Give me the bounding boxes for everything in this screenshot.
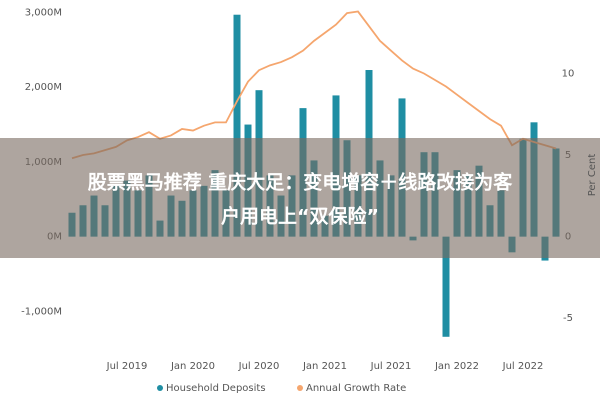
- x-tick-label: Jan 2020: [170, 361, 215, 372]
- line: [71, 10, 557, 160]
- y-tick-label: 2,000M: [25, 82, 62, 93]
- x-tick-label: Jul 2022: [502, 361, 544, 372]
- x-tick-label: Jul 2019: [106, 361, 148, 372]
- y-tick-label: 3,000M: [25, 7, 62, 18]
- y2-axis-label: Per Cent: [587, 154, 598, 197]
- overlay-banner: [0, 138, 600, 258]
- x-tick-label: Jan 2021: [302, 361, 347, 372]
- legend-marker: [297, 385, 303, 391]
- y-tick-label: -1,000M: [21, 306, 62, 317]
- x-tick-label: Jul 2021: [370, 361, 412, 372]
- overlay-text: 股票黑马推荐 重庆大足：变电增容＋线路改接为客: [88, 171, 514, 194]
- bar: [233, 14, 241, 237]
- y2-tick-label: 10: [562, 68, 575, 79]
- overlay-text: 户用电上“双保险”: [221, 205, 379, 228]
- legend-label: Annual Growth Rate: [306, 383, 406, 394]
- bar: [442, 236, 450, 337]
- x-tick-label: Jan 2022: [434, 361, 479, 372]
- legend-marker: [157, 385, 163, 391]
- y2-tick-label: -5: [563, 313, 573, 324]
- x-tick-label: Jul 2020: [238, 361, 280, 372]
- legend-label: Household Deposits: [166, 383, 266, 394]
